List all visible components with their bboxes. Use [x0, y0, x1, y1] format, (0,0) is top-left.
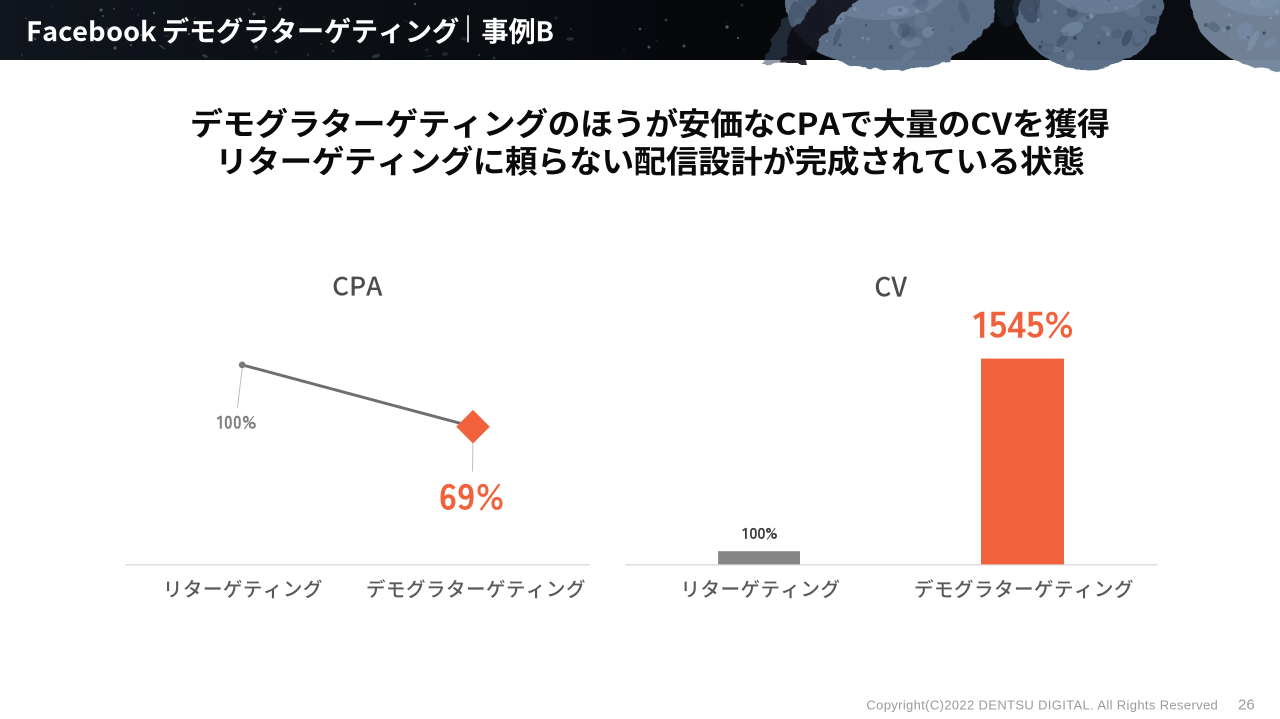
svg-text:Copyright(C)2022 DENTSU DIGITA: Copyright(C)2022 DENTSU DIGITAL. All Rig… — [866, 698, 1218, 713]
svg-text:26: 26 — [1238, 697, 1255, 714]
